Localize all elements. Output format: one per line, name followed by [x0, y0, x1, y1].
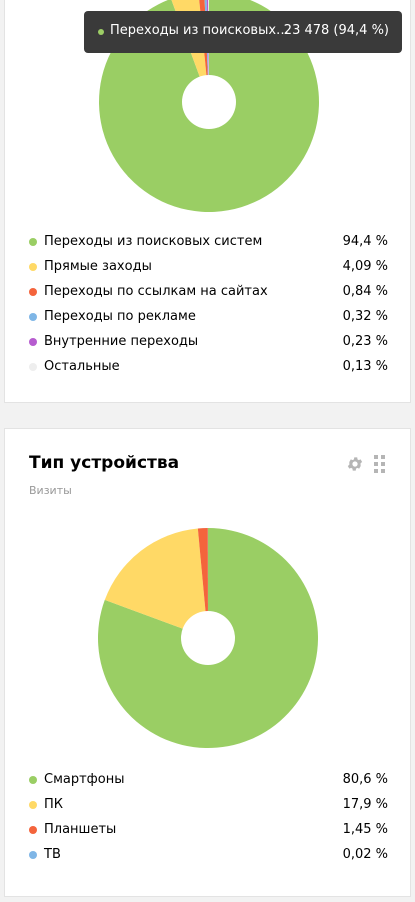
device-type-card: Тип устройства Визиты Смартфоны 80,6 % ПК 1… [4, 428, 411, 897]
pie-slice-2-1[interactable] [104, 528, 208, 638]
legend-value: 0,84 % [342, 284, 388, 299]
legend-value: 0,23 % [342, 334, 388, 349]
legend-item[interactable]: Планшеты 1,45 % [5, 820, 410, 840]
legend-item[interactable]: Переходы по рекламе 0,32 % [5, 307, 410, 327]
legend-item[interactable]: Прямые заходы 4,09 % [5, 257, 410, 277]
tooltip-label: Переходы из поисковых систем [110, 23, 290, 38]
legend-value: 80,6 % [342, 772, 388, 787]
tooltip-dot [98, 29, 104, 35]
legend-item[interactable]: Остальные 0,13 % [5, 357, 410, 377]
widget-tools [346, 455, 386, 473]
legend-value: 0,13 % [342, 359, 388, 374]
legend-label: Переходы из поисковых систем [44, 234, 263, 249]
legend-item[interactable]: Переходы по ссылкам на сайтах 0,84 % [5, 282, 410, 302]
legend-label: ТВ [44, 847, 61, 862]
legend-dot [29, 363, 37, 371]
widget-title: Тип устройства [29, 453, 180, 473]
legend-dot [29, 263, 37, 271]
legend-value: 94,4 % [342, 234, 388, 249]
traffic-sources-card: Переходы из поисковых систем 94,4 % Прямые… [4, 0, 411, 403]
legend-label: Переходы по рекламе [44, 309, 196, 324]
legend-dot [29, 801, 37, 809]
legend-dot [29, 338, 37, 346]
legend-value: 4,09 % [342, 259, 388, 274]
legend-value: 1,45 % [342, 822, 388, 837]
pie-slice-2-2[interactable] [197, 528, 208, 638]
legend-label: ПК [44, 797, 64, 812]
gear-icon[interactable] [346, 455, 364, 473]
donut-hole [182, 75, 236, 129]
legend-label: Прямые заходы [44, 259, 152, 274]
legend-item[interactable]: Внутренние переходы 0,23 % [5, 332, 410, 352]
legend-dot [29, 851, 37, 859]
legend-label: Смартфоны [44, 772, 125, 787]
legend-dot [29, 238, 37, 246]
drag-handle-icon[interactable] [374, 455, 386, 473]
legend-dot [29, 826, 37, 834]
legend-value: 0,32 % [342, 309, 388, 324]
legend-label: Переходы по ссылкам на сайтах [44, 284, 268, 299]
legend-dot [29, 776, 37, 784]
donut-hole [181, 611, 235, 665]
chart-tooltip: Переходы из поисковых систем 23 478 (94,… [84, 11, 402, 53]
legend-item[interactable]: ПК 17,9 % [5, 795, 410, 815]
legend-dot [29, 313, 37, 321]
device-type-pie[interactable] [93, 523, 323, 753]
legend-label: Внутренние переходы [44, 334, 199, 349]
legend-item[interactable]: Смартфоны 80,6 % [5, 770, 410, 790]
widget-subtitle: Визиты [29, 484, 72, 497]
tooltip-value: 23 478 (94,4 %) [283, 23, 389, 38]
legend-item[interactable]: Переходы из поисковых систем 94,4 % [5, 232, 410, 252]
legend-dot [29, 288, 37, 296]
legend-item[interactable]: ТВ 0,02 % [5, 845, 410, 865]
legend-value: 17,9 % [342, 797, 388, 812]
legend-label: Планшеты [44, 822, 117, 837]
legend-label: Остальные [44, 359, 120, 374]
legend-value: 0,02 % [342, 847, 388, 862]
